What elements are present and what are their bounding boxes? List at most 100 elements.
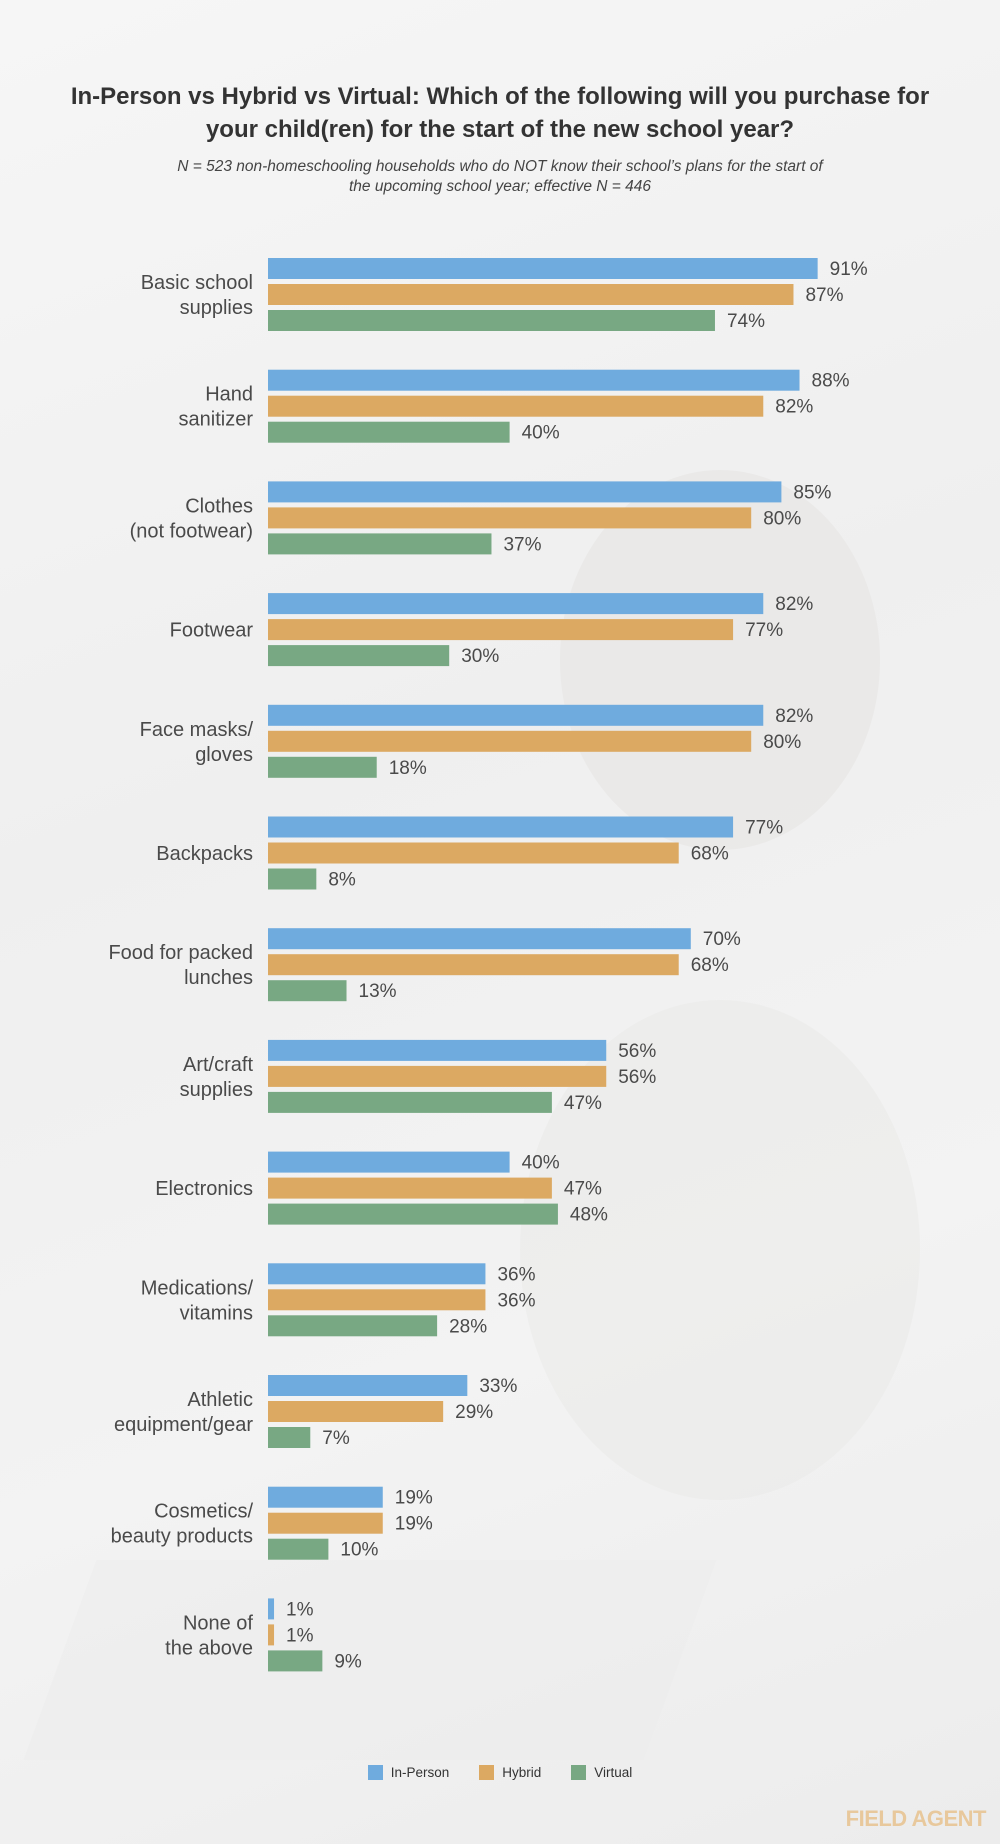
bar-hybrid [268, 1177, 552, 1199]
category-label: Footwear [170, 620, 254, 642]
bar-hybrid [268, 395, 764, 417]
data-label: 77% [745, 620, 783, 641]
chart-title: In-Person vs Hybrid vs Virtual: Which of… [70, 83, 930, 143]
bar-hybrid [268, 842, 679, 864]
data-label: 10% [340, 1540, 378, 1561]
bar-hybrid [268, 1289, 486, 1311]
background-figure [560, 470, 880, 850]
data-label: 7% [322, 1428, 350, 1449]
legend-swatch [367, 1765, 383, 1780]
chart-subtitle: N = 523 non-homeschooling households who… [177, 158, 823, 195]
bar-virtual [268, 421, 510, 443]
data-label: 88% [812, 371, 850, 392]
bar-virtual [268, 980, 347, 1002]
category-label: Basic school supplies [141, 272, 253, 319]
legend-item: Virtual [571, 1765, 632, 1780]
data-label: 85% [793, 482, 831, 503]
bar-in-person [268, 481, 782, 503]
data-label: 47% [564, 1093, 602, 1114]
bar-in-person [268, 928, 691, 950]
bar-in-person [268, 1486, 383, 1508]
data-label: 56% [618, 1041, 656, 1062]
data-label: 29% [455, 1402, 493, 1423]
bar-virtual [268, 1315, 438, 1337]
bar-hybrid [268, 1065, 607, 1087]
bar-virtual [268, 756, 377, 778]
legend: In-Person Hybrid Virtual [0, 1765, 1000, 1780]
data-label: 1% [286, 1625, 314, 1646]
legend-label: Hybrid [502, 1765, 542, 1780]
category-label: Cosmetics/beauty products [111, 1501, 254, 1548]
bar-virtual [268, 868, 317, 890]
brand-logo: FIELD AGENT [845, 1806, 987, 1831]
bar-in-person [268, 1375, 468, 1396]
bar-hybrid [268, 507, 752, 529]
category-label: Electronics [155, 1178, 253, 1200]
bar-virtual [268, 1091, 552, 1113]
bar-hybrid [268, 730, 752, 752]
category-label: Medications/vitamins [141, 1277, 254, 1324]
data-label: 68% [691, 844, 729, 865]
bar-chart: Basic school supplies 91% 87% 74% Hand sanitiz… [108, 258, 868, 1672]
bar-hybrid [268, 619, 734, 641]
data-label: 82% [775, 594, 813, 615]
bar-hybrid [268, 284, 794, 305]
data-label: 91% [830, 259, 868, 280]
category-label: Clothes (not footwear) [130, 495, 253, 542]
bar-in-person [268, 1263, 486, 1285]
bar-in-person [268, 258, 818, 279]
bar-hybrid [268, 1512, 383, 1534]
data-label: 56% [618, 1067, 656, 1088]
data-label: 18% [389, 758, 427, 779]
data-label: 19% [395, 1488, 433, 1509]
bar-in-person [268, 1039, 607, 1061]
bar-virtual [268, 1650, 323, 1672]
data-label: 82% [775, 397, 813, 418]
data-label: 1% [286, 1599, 314, 1620]
bar-virtual [268, 310, 715, 331]
bar-virtual [268, 1203, 558, 1225]
legend-item: Hybrid [479, 1765, 541, 1780]
data-label: 77% [745, 818, 783, 839]
bar-in-person [268, 704, 764, 726]
data-label: 30% [461, 646, 499, 667]
data-label: 19% [395, 1514, 433, 1535]
category-label: Food for packed lunches [108, 942, 253, 989]
category-label: Face masks/gloves [140, 719, 254, 766]
bar-virtual [268, 1427, 311, 1448]
data-label: 40% [522, 423, 560, 444]
data-label: 87% [805, 285, 843, 306]
legend-label: Virtual [594, 1765, 633, 1780]
legend-item: In-Person [367, 1765, 449, 1780]
category-label: Backpacks [156, 843, 253, 865]
bar-virtual [268, 645, 450, 667]
data-label: 9% [334, 1651, 362, 1672]
category-label: Art/craft supplies [180, 1054, 254, 1101]
category-label: Athletic equipment/gear [114, 1389, 253, 1436]
bar-virtual [268, 1538, 329, 1560]
category-label: None of the above [165, 1612, 253, 1659]
bar-in-person [268, 816, 734, 838]
bar-in-person [268, 1598, 275, 1620]
data-label: 36% [497, 1290, 535, 1311]
bar-virtual [268, 533, 492, 555]
data-label: 28% [449, 1316, 487, 1337]
data-label: 74% [727, 311, 765, 332]
data-label: 47% [564, 1179, 602, 1200]
data-label: 68% [691, 955, 729, 976]
legend-swatch [479, 1765, 495, 1780]
data-label: 37% [503, 534, 541, 555]
bar-in-person [268, 369, 800, 391]
category-label: Hand sanitizer [179, 384, 254, 431]
data-label: 70% [703, 929, 741, 950]
data-label: 13% [359, 981, 397, 1002]
data-label: 82% [775, 706, 813, 727]
data-label: 40% [522, 1153, 560, 1174]
data-label: 8% [328, 870, 356, 891]
bar-hybrid [268, 1401, 444, 1422]
data-label: 33% [479, 1376, 517, 1397]
data-label: 36% [497, 1264, 535, 1285]
data-label: 80% [763, 732, 801, 753]
data-label: 80% [763, 508, 801, 529]
bar-hybrid [268, 1624, 275, 1646]
